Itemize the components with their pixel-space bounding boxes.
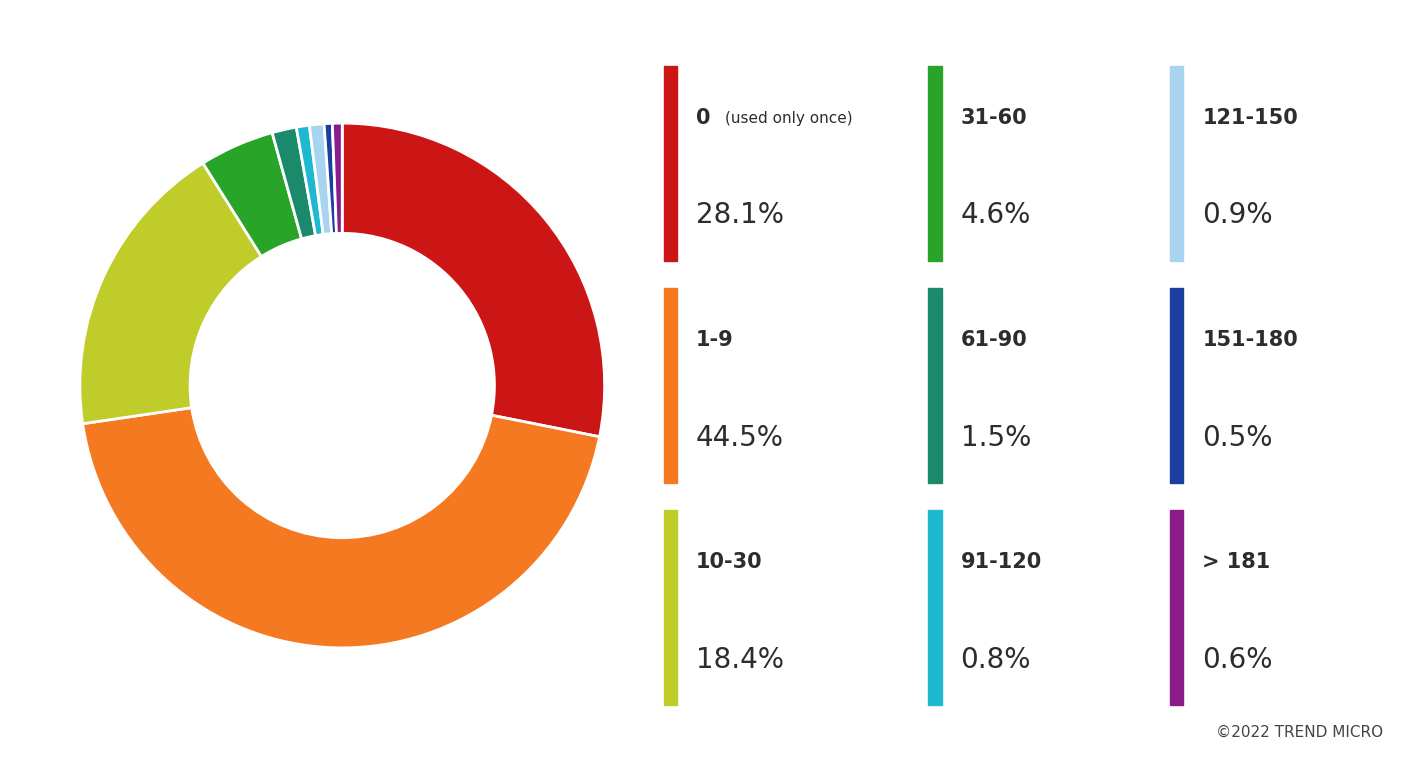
FancyBboxPatch shape — [1169, 66, 1184, 261]
Text: > 181: > 181 — [1202, 553, 1271, 572]
Wedge shape — [309, 123, 332, 234]
Wedge shape — [297, 125, 324, 236]
Text: 1-9: 1-9 — [696, 331, 734, 350]
Text: 4.6%: 4.6% — [961, 201, 1031, 230]
Text: 1.5%: 1.5% — [961, 423, 1031, 452]
Text: 0.5%: 0.5% — [1202, 423, 1273, 452]
Text: 18.4%: 18.4% — [696, 645, 784, 674]
Text: (used only once): (used only once) — [724, 111, 853, 126]
Text: 91-120: 91-120 — [961, 553, 1042, 572]
Text: 28.1%: 28.1% — [696, 201, 784, 230]
Text: 151-180: 151-180 — [1202, 331, 1298, 350]
FancyBboxPatch shape — [1169, 288, 1184, 483]
Text: 31-60: 31-60 — [961, 109, 1027, 128]
Text: 61-90: 61-90 — [961, 331, 1027, 350]
Wedge shape — [342, 123, 605, 436]
FancyBboxPatch shape — [663, 66, 677, 261]
Text: 121-150: 121-150 — [1202, 109, 1298, 128]
Text: ©2022 TREND MICRO: ©2022 TREND MICRO — [1216, 726, 1383, 740]
FancyBboxPatch shape — [928, 66, 941, 261]
Wedge shape — [83, 408, 599, 648]
FancyBboxPatch shape — [663, 288, 677, 483]
FancyBboxPatch shape — [928, 288, 941, 483]
Text: 0.8%: 0.8% — [961, 645, 1031, 674]
FancyBboxPatch shape — [1169, 510, 1184, 705]
Text: 0.6%: 0.6% — [1202, 645, 1273, 674]
FancyBboxPatch shape — [663, 510, 677, 705]
FancyBboxPatch shape — [928, 510, 941, 705]
Text: 0: 0 — [696, 109, 717, 128]
Wedge shape — [332, 123, 342, 234]
Text: 10-30: 10-30 — [696, 553, 763, 572]
Wedge shape — [202, 133, 301, 257]
Wedge shape — [272, 127, 315, 239]
Wedge shape — [324, 123, 337, 234]
Text: 0.9%: 0.9% — [1202, 201, 1273, 230]
Wedge shape — [80, 163, 261, 424]
Text: 44.5%: 44.5% — [696, 423, 784, 452]
